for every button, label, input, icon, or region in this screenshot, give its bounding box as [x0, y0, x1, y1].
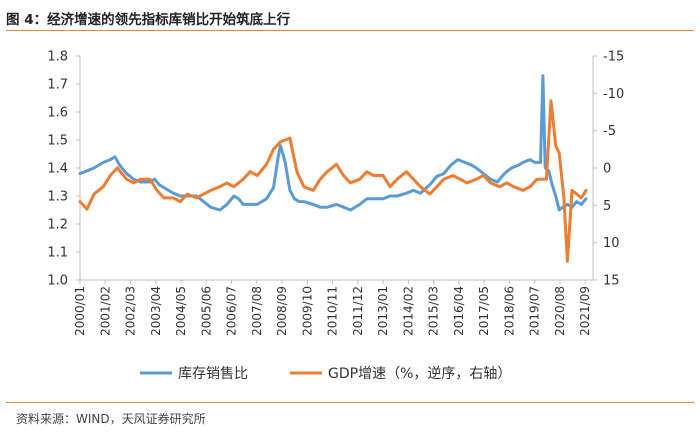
x-tick-label: 2002/03 — [124, 286, 138, 336]
left-tick-label: 1.5 — [47, 134, 68, 149]
x-tick-label: 2018/06 — [502, 286, 516, 336]
right-tick-label: -5 — [603, 124, 616, 139]
series-lines — [78, 74, 588, 263]
right-tick-label: 10 — [603, 236, 620, 251]
figure-title: 图 4：经济增速的领先指标库销比开始筑底上行 — [6, 12, 291, 28]
left-tick-label: 1.4 — [47, 162, 68, 177]
left-tick-label: 1.1 — [47, 246, 68, 261]
series-line-inventory-sales-ratio — [78, 74, 588, 212]
x-tick-label: 2019/07 — [528, 286, 542, 336]
x-tick-label: 2017/05 — [477, 286, 491, 336]
left-tick-label: 1.0 — [47, 274, 68, 289]
right-tick-label: 15 — [603, 274, 620, 289]
x-tick-label: 2004/05 — [174, 286, 188, 336]
x-tick-label: 2005/06 — [199, 286, 213, 336]
legend: 库存销售比 GDP增速（%，逆序，右轴） — [140, 366, 511, 382]
x-tick-label: 2011/12 — [351, 286, 365, 336]
series-line-gdp-growth — [78, 99, 588, 263]
left-tick-label: 1.2 — [47, 218, 68, 233]
x-tick-label: 2014/02 — [401, 286, 415, 336]
x-tick-label: 2015/03 — [427, 286, 441, 336]
x-tick-label: 2010/11 — [326, 286, 340, 336]
legend-label-inventory: 库存销售比 — [178, 366, 248, 382]
left-tick-label: 1.7 — [47, 78, 68, 93]
source-note: 资料来源：WIND，天风证券研究所 — [16, 412, 206, 426]
bottom-rule — [6, 402, 694, 403]
right-tick-label: 5 — [603, 199, 611, 214]
right-tick-label: 0 — [603, 162, 611, 177]
x-tick-label: 2020/08 — [553, 286, 567, 336]
x-tick-label: 2013/01 — [376, 286, 390, 336]
x-tick-label: 2008/09 — [275, 286, 289, 336]
x-tick-label: 2021/09 — [578, 286, 592, 336]
left-tick-label: 1.6 — [47, 106, 68, 121]
x-tick-label: 2009/10 — [300, 286, 314, 336]
right-tick-label: -10 — [603, 87, 624, 102]
left-tick-label: 1.8 — [47, 50, 68, 65]
x-tick-label: 2006/07 — [225, 286, 239, 336]
x-tick-label: 2003/04 — [149, 286, 163, 336]
axes: 1.0 1.1 1.2 1.3 1.4 1.5 1.6 1.7 1.8 -15 -10 -5 0 5 10 1… — [47, 50, 624, 336]
x-tick-label: 2007/08 — [250, 286, 264, 336]
x-tick-label: 2001/02 — [98, 286, 112, 336]
legend-label-gdp: GDP增速（%，逆序，右轴） — [328, 366, 511, 382]
right-tick-label: -15 — [603, 50, 624, 65]
x-tick-label: 2016/04 — [452, 286, 466, 336]
left-tick-label: 1.3 — [47, 190, 68, 205]
top-rule — [6, 30, 694, 31]
x-tick-label: 2000/01 — [73, 286, 87, 336]
